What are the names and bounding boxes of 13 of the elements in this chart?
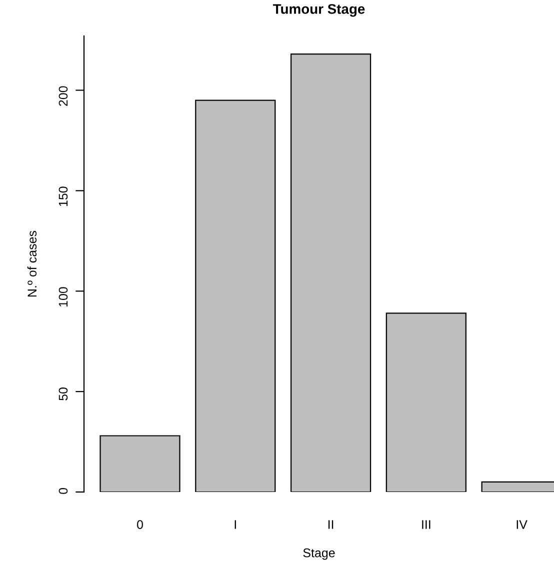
y-tick-label: 50 [58, 388, 68, 400]
y-tick-label: 150 [58, 186, 68, 206]
x-tick-label: III [422, 520, 430, 529]
x-axis-title: Stage [303, 548, 335, 560]
chart-title: Tumour Stage [272, 4, 365, 17]
y-tick-label: 0 [58, 488, 68, 494]
y-tick-label: 100 [58, 287, 68, 306]
y-axis-title: N.º of cases [27, 230, 37, 297]
x-tick-label: 0 [137, 520, 143, 529]
x-tick-label: II [328, 520, 334, 529]
x-tick-label: IV [516, 520, 528, 529]
y-tick-label: 200 [58, 86, 68, 106]
x-tick-label: I [234, 520, 236, 529]
